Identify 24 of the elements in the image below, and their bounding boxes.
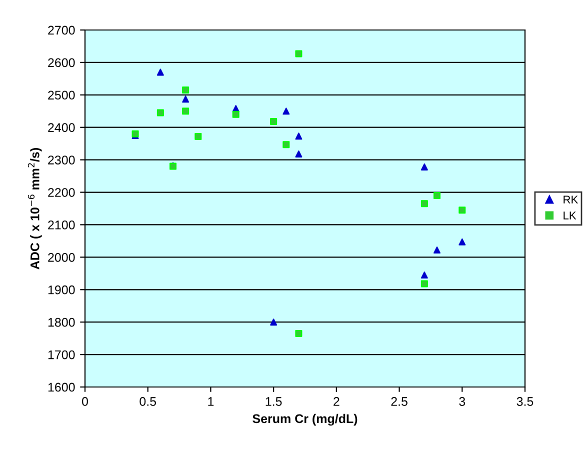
y-axis-title: ADC ( x 10$^{−6}$ mm$^{2}$/s) xyxy=(28,148,42,270)
y-tick-label: 2700 xyxy=(48,26,75,35)
x-tick-label: 3 xyxy=(459,397,466,406)
y-tick-label: 2000 xyxy=(48,252,75,262)
x-tick-label: 0.5 xyxy=(140,397,156,406)
y-tick-label: 1600 xyxy=(48,382,75,392)
y-tick-label: 2500 xyxy=(48,90,75,100)
x-tick-label: 3.5 xyxy=(516,397,534,406)
legend-label: LK xyxy=(564,212,576,220)
y-tick-label: 2100 xyxy=(48,220,75,230)
y-tick-label: 2200 xyxy=(48,188,75,197)
legend-label: RK xyxy=(564,196,578,204)
y-tick-label: 2400 xyxy=(48,123,75,132)
y-tick-label: 1900 xyxy=(48,285,75,294)
y-tick-label: 1700 xyxy=(48,350,75,360)
y-tick-label: 2600 xyxy=(48,58,75,68)
x-tick-label: 1.5 xyxy=(266,397,282,406)
x-tick-label: 2 xyxy=(334,397,340,406)
x-tick-label: 2.5 xyxy=(391,397,408,406)
x-tick-label: 0 xyxy=(82,397,88,406)
y-tick-label: 1800 xyxy=(48,318,75,327)
y-tick-label: 2300 xyxy=(48,156,75,164)
x-axis-title: Serum Cr (mg/dL) xyxy=(252,414,358,426)
x-tick-label: 1 xyxy=(208,397,214,406)
